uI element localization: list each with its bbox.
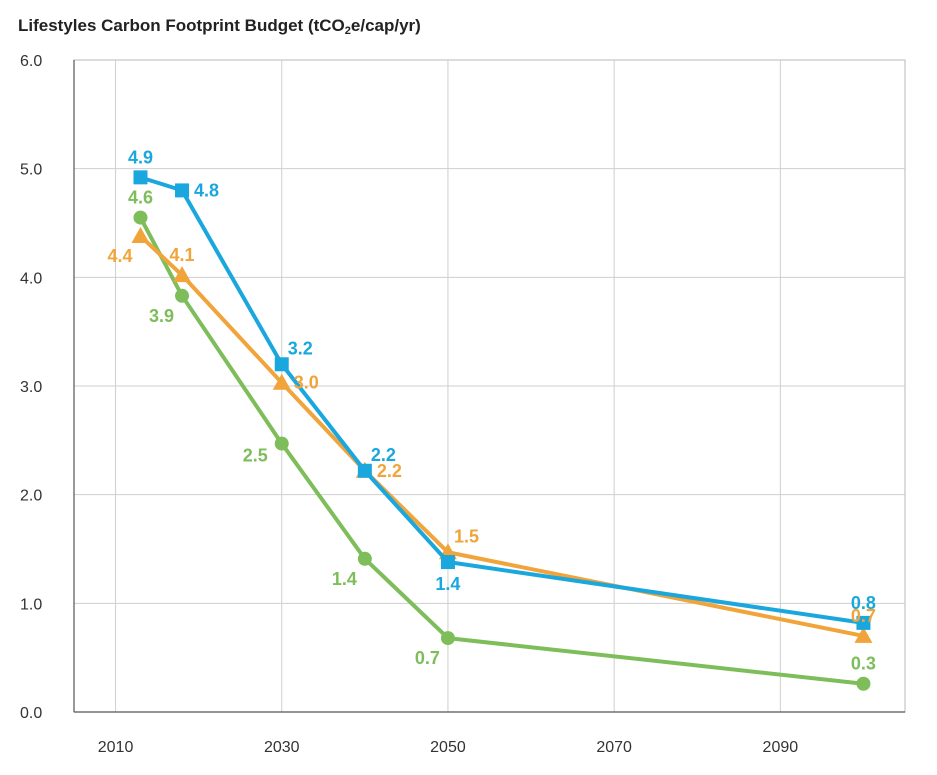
chart-title: Lifestyles Carbon Footprint Budget (tCO2… [18, 16, 421, 37]
blue-squares-marker [440, 555, 455, 570]
blue-squares-marker [357, 463, 372, 478]
y-tick-label: 1.0 [20, 596, 42, 613]
y-tick-label: 4.0 [20, 270, 42, 287]
green-circles-data-label: 0.7 [415, 648, 440, 668]
blue-squares-data-label: 2.2 [371, 445, 396, 465]
orange-triangles-data-label: 1.5 [454, 526, 479, 546]
green-circles-marker [133, 210, 148, 225]
green-circles-marker [175, 288, 190, 303]
orange-triangles-data-label: 2.2 [377, 461, 402, 481]
green-circles-data-label: 1.4 [332, 569, 357, 589]
orange-triangles-data-label: 4.1 [170, 245, 195, 265]
chart-title-subscript: 2 [344, 25, 351, 37]
green-circles-marker [856, 676, 871, 691]
green-circles-line [138, 216, 864, 686]
y-tick-label: 6.0 [20, 53, 42, 70]
x-tick-label: 2030 [264, 739, 300, 756]
blue-squares-marker [175, 183, 190, 198]
orange-triangles-line [139, 234, 864, 638]
x-tick-label: 2090 [763, 739, 799, 756]
blue-squares-marker [856, 615, 871, 630]
x-tick-label: 2050 [430, 739, 466, 756]
x-tick-label: 2010 [98, 739, 134, 756]
blue-squares-data-label: 0.8 [851, 593, 876, 613]
orange-triangles-data-label: 3.0 [294, 373, 319, 393]
y-tick-label: 3.0 [20, 379, 42, 396]
blue-squares-data-label: 1.4 [435, 574, 460, 594]
chart-title-unit: e/cap/yr) [350, 16, 421, 35]
orange-triangles-data-label: 0.7 [851, 606, 876, 626]
orange-triangles-marker [272, 373, 291, 390]
green-circles-marker [274, 436, 289, 451]
green-circles-data-label: 0.3 [851, 654, 876, 674]
blue-squares-data-label: 3.2 [288, 338, 313, 358]
green-circles-marker [357, 551, 372, 566]
y-tick-label: 5.0 [20, 162, 42, 179]
green-circles-data-label: 2.5 [243, 446, 268, 466]
blue-squares-marker [133, 170, 148, 185]
y-tick-label: 0.0 [20, 705, 42, 722]
chart-title-main: Lifestyles Carbon Footprint Budget (tCO [18, 16, 345, 35]
orange-triangles-marker [173, 266, 192, 283]
green-circles-data-label: 3.9 [149, 306, 174, 326]
orange-triangles-data-label: 4.4 [107, 246, 132, 266]
green-circles-marker [440, 631, 455, 646]
orange-triangles-marker [131, 227, 150, 244]
y-tick-label: 2.0 [20, 488, 42, 505]
orange-triangles-marker [854, 626, 873, 643]
blue-squares-data-label: 4.9 [128, 147, 153, 167]
green-circles-data-label: 4.6 [128, 188, 153, 208]
blue-squares-marker [274, 357, 289, 372]
x-tick-label: 2070 [596, 739, 632, 756]
blue-squares-data-label: 4.8 [194, 180, 219, 200]
